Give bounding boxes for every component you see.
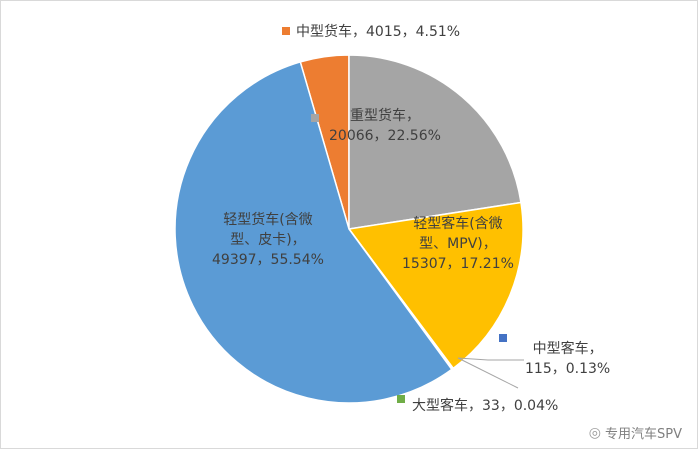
data-label-light-truck-line3: 49397，55.54%	[212, 252, 324, 268]
legend-swatch-large-bus	[397, 395, 405, 403]
data-label-heavy-truck: 重型货车， 20066，22.56%	[329, 106, 441, 146]
watermark-text: 专用汽车SPV	[605, 427, 682, 442]
data-label-medium-bus-line1: 中型客车，	[532, 341, 603, 357]
pie-slice-light-truck	[174, 61, 453, 404]
legend-swatch-medium-truck	[282, 27, 290, 35]
data-label-large-bus: 大型客车，33，0.04%	[412, 398, 559, 414]
data-label-medium-truck: 中型货车，4015，4.51%	[296, 24, 461, 40]
data-label-light-truck-line2: 型、皮卡)，	[230, 232, 306, 248]
legend-swatch-heavy-truck	[311, 114, 319, 122]
data-label-light-bus-line1: 轻型客车(含微	[413, 216, 503, 232]
data-label-light-bus-line2: 型、MPV)，	[419, 236, 497, 252]
pie-slice-light-bus	[347, 201, 524, 370]
data-label-light-bus: 轻型客车(含微 型、MPV)， 15307，17.21%	[402, 214, 514, 274]
data-label-light-bus-line3: 15307，17.21%	[402, 256, 514, 272]
data-label-heavy-truck-line1: 重型货车，	[349, 108, 420, 124]
data-label-medium-bus-line2: 115，0.13%	[525, 361, 611, 377]
data-label-heavy-truck-line2: 20066，22.56%	[329, 128, 441, 144]
data-label-light-truck: 轻型货车(含微 型、皮卡)， 49397，55.54%	[212, 210, 324, 270]
leader-line-medium-bus	[457, 357, 524, 361]
legend-swatch-medium-bus	[499, 334, 507, 342]
watermark: ◎ 专用汽车SPV	[584, 422, 686, 443]
data-label-light-truck-line1: 轻型货车(含微	[223, 212, 313, 228]
pie-slice-heavy-truck	[348, 54, 522, 230]
leader-line-large-bus	[457, 357, 519, 389]
data-label-medium-bus: 中型客车， 115，0.13%	[525, 339, 610, 379]
wechat-icon: ◎	[588, 424, 601, 441]
